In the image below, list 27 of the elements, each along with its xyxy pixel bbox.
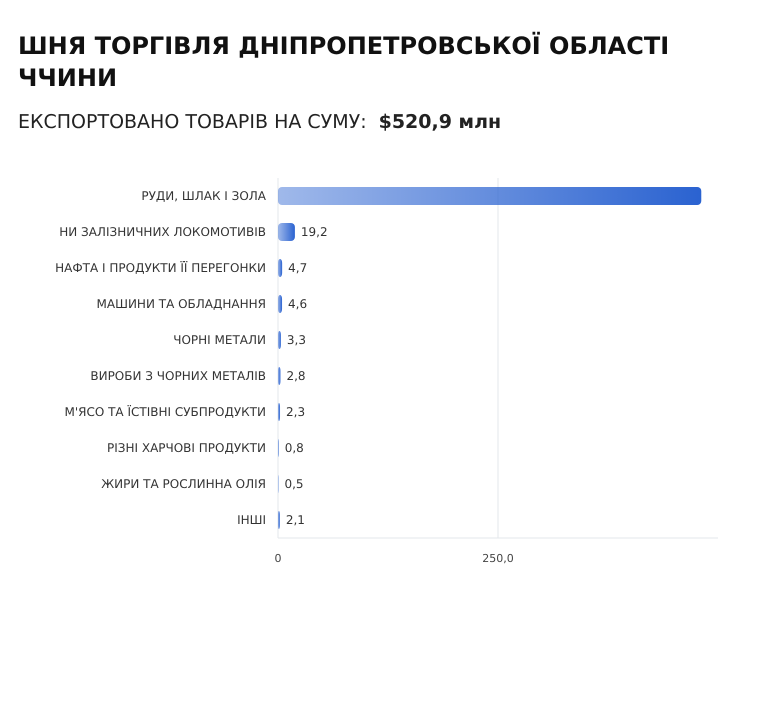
x-tick-label: 250,0 — [482, 552, 514, 565]
y-tick-label: ЧОРНІ МЕТАЛИ — [173, 333, 266, 348]
y-tick-label: НАФТА І ПРОДУКТИ ЇЇ ПЕРЕГОНКИ — [55, 261, 266, 276]
data-label: 4,6 — [288, 297, 308, 312]
chart-title: ШНЯ ТОРГІВЛЯ ДНІПРОПЕТРОВСЬКОЇ ОБЛАСТІ ЧЧИНИ — [18, 31, 670, 92]
data-label: 0,8 — [284, 441, 304, 456]
y-tick-label: РІЗНІ ХАРЧОВІ ПРОДУКТИ — [107, 441, 266, 456]
y-tick-label: МАШИНИ ТА ОБЛАДНАННЯ — [96, 297, 266, 312]
data-label: 19,2 — [300, 225, 328, 240]
data-label: 0,5 — [284, 477, 304, 492]
y-tick-label: ВИРОБИ З ЧОРНИХ МЕТАЛІВ — [90, 369, 266, 384]
data-label: 4,7 — [288, 261, 308, 276]
chart-subtitle: ЕКСПОРТОВАНО ТОВАРІВ НА СУМУ: — [18, 111, 367, 133]
y-tick-label: РУДИ, ШЛАК І ЗОЛА — [141, 189, 267, 204]
x-tick-label: 0 — [274, 552, 282, 565]
data-label: 2,3 — [286, 405, 306, 420]
bar — [278, 223, 295, 241]
data-label: 3,3 — [286, 333, 306, 348]
text: $520,9 млн — [378, 111, 502, 133]
bar — [278, 187, 702, 205]
data-label: 2,8 — [286, 369, 306, 384]
y-tick-label: ЖИРИ ТА РОСЛИННА ОЛІЯ — [101, 477, 266, 492]
y-tick-label: М'ЯСО ТА ЇСТІВНІ СУБПРОДУКТИ — [64, 405, 266, 420]
y-tick-label: НИ ЗАЛІЗНИЧНИХ ЛОКОМОТИВІВ — [59, 225, 266, 240]
data-label: 2,1 — [286, 513, 305, 528]
bar — [278, 331, 281, 349]
y-tick-label: ІНШІ — [237, 513, 266, 528]
